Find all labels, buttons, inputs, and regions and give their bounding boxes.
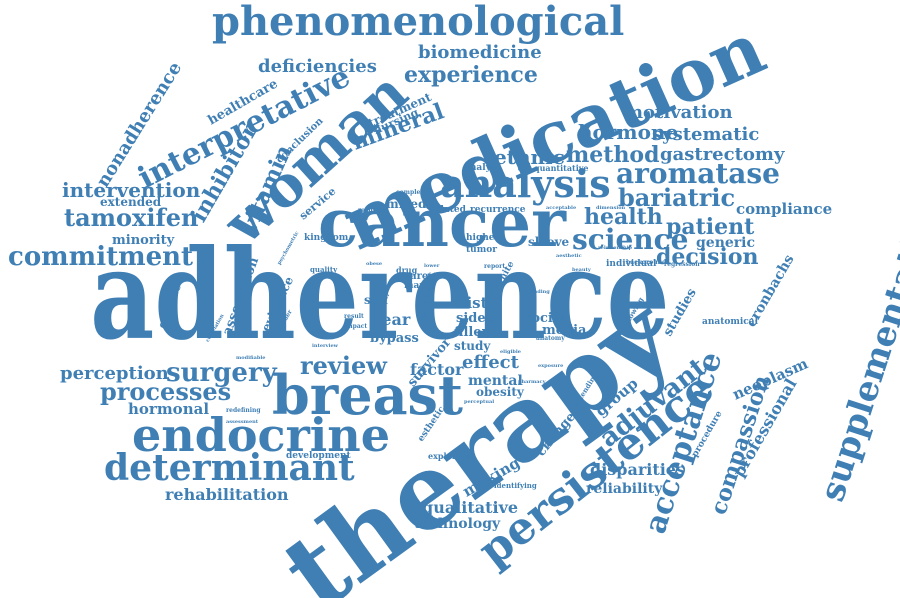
word-drug: drug [396, 265, 418, 275]
word-relationship: relationship [598, 245, 632, 251]
word-acceptable: acceptable [546, 205, 577, 211]
word-resulting: resulting [358, 207, 389, 214]
word-qualitative: qualitative [422, 498, 519, 517]
word-mar: mar [404, 281, 425, 291]
word-exploring: exploring [428, 451, 471, 461]
word-review: review [300, 351, 387, 380]
word-pharmacy: pharmacy [518, 379, 546, 385]
word-method: method [566, 142, 660, 168]
word-development: development [286, 451, 351, 461]
word-study: study [454, 339, 491, 353]
word-impact: impact [344, 323, 368, 330]
word-biomedicine: biomedicine [418, 42, 542, 63]
word-factor: factor [410, 360, 464, 379]
word-aromatase: aromatase [616, 157, 780, 190]
word-analysis: analysis [440, 161, 611, 206]
word-aesthetic: aesthetic [556, 253, 582, 259]
word-rehabilitation: rehabilitation [165, 485, 289, 504]
word-breast: breast [272, 363, 463, 427]
word-media: media [542, 323, 587, 338]
word-endocrine: endocrine [132, 408, 390, 462]
word-science: science [572, 223, 689, 256]
word-bariatric: bariatric [618, 183, 736, 212]
word-extended: extended [100, 195, 162, 209]
word-recurrence: recurrence [470, 205, 526, 215]
word-adherence: adherence [90, 221, 670, 368]
word-health: health [584, 204, 663, 230]
word-eligible: eligible [500, 349, 521, 355]
word-care: care [404, 271, 429, 282]
word-minority: minority [112, 233, 175, 248]
word-individual: individual [606, 259, 657, 269]
word-dimension: dimension [596, 205, 626, 211]
word-interview: interview [312, 343, 338, 349]
word-surgery: surgery [166, 358, 277, 388]
word-perceptual: perceptual [464, 399, 495, 405]
word-mental: mental [468, 373, 523, 389]
word-obese: obese [366, 261, 383, 267]
word-assessment: assessment [226, 419, 259, 425]
word-decision: decision [656, 244, 759, 270]
word-anatomical: anatomical [702, 317, 759, 327]
word-hormone: hormone [578, 120, 679, 144]
word-technology: technology [414, 516, 501, 532]
word-exposure: exposure [538, 363, 564, 369]
word-bypass: bypass [370, 331, 419, 346]
word-beauty: beauty [572, 267, 591, 273]
word-tamoxifen: tamoxifen [64, 203, 199, 232]
word-kingdom: kingdom [304, 233, 349, 243]
word-experience: experience [404, 62, 538, 88]
word-hormonal: hormonal [128, 400, 210, 418]
word-mixed: mixed [386, 197, 427, 211]
word-year: year [372, 310, 411, 329]
word-quality: quality [310, 265, 338, 274]
word-compliance: compliance [736, 200, 833, 218]
word-report: report [484, 263, 506, 270]
word-obesity: obesity [476, 385, 524, 399]
word-ethnic: ethnic [494, 145, 565, 169]
word-side: side [456, 311, 486, 326]
word-generic: generic [696, 235, 756, 251]
word-scale: scale [366, 273, 386, 282]
word-analyse: analyse [464, 163, 502, 173]
word-phenomenological: phenomenological [212, 0, 625, 45]
word-determinant: determinant [104, 447, 355, 489]
word-tumor: tumor [466, 245, 497, 255]
word-systematic: systematic [652, 124, 760, 145]
word-effect: effect [462, 352, 519, 373]
word-related: related [430, 205, 466, 215]
word-modifiable: modifiable [236, 355, 266, 361]
word-neoplasm: neoplasm [729, 354, 811, 404]
word-identifying: identifying [494, 481, 537, 490]
word-processes: processes [100, 377, 232, 406]
word-disparities: disparities [590, 460, 685, 479]
word-filler: filler [454, 325, 489, 340]
word-intervention: intervention [62, 178, 201, 202]
word-self: self [364, 293, 389, 307]
word-regression: regression [664, 261, 700, 268]
word-patient: patient [666, 214, 755, 240]
word-anatomy: anatomy [536, 335, 565, 342]
word-background: background [626, 259, 667, 266]
word-result: result [344, 313, 364, 320]
word-finding: finding [530, 289, 550, 295]
word-distr: distr [456, 294, 496, 312]
word-perception: perception [60, 363, 169, 384]
word-social: social [524, 311, 567, 326]
word-commitment: commitment [8, 242, 194, 272]
word-motivation: motivation [624, 102, 733, 123]
word-supplementation: supplementation [812, 187, 900, 507]
word-deficiencies: deficiencies [258, 56, 377, 77]
word-reliability: reliability [586, 481, 663, 497]
word-complete: complete [396, 189, 427, 196]
word-quantitative: quantitative [534, 163, 589, 173]
word-higher: higher [466, 233, 500, 243]
word-lower: lower [424, 263, 440, 269]
word-sleeve: sleeve [528, 235, 570, 249]
word-gastrectomy: gastrectomy [660, 144, 785, 165]
word-redefining: redefining [226, 407, 261, 414]
word-cancer: cancer [318, 184, 566, 262]
